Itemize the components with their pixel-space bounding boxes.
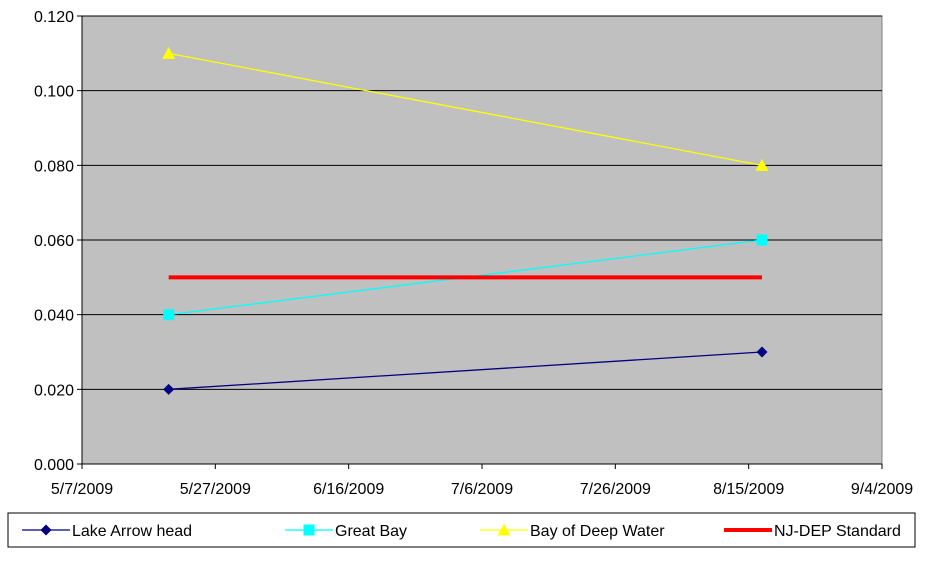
square-marker: [303, 524, 315, 536]
series-lake-arrow-head: [163, 346, 768, 395]
series-group: [162, 46, 769, 395]
legend-entry: Lake Arrow head: [22, 523, 192, 540]
square-marker: [756, 234, 768, 246]
series-line: [168, 52, 763, 166]
triangle-marker: [497, 523, 511, 536]
y-tick-label: 0.100: [34, 84, 74, 101]
legend-entry: Great Bay: [285, 523, 407, 540]
triangle-marker: [755, 158, 769, 171]
x-tick-label: 8/15/2009: [713, 481, 784, 498]
y-tick-label: 0.000: [34, 457, 74, 474]
legend-entry: Bay of Deep Water: [480, 523, 665, 540]
legend-label: Great Bay: [335, 523, 407, 540]
triangle-marker: [162, 46, 176, 59]
y-tick-label: 0.080: [34, 158, 74, 175]
x-tick-label: 5/27/2009: [180, 481, 251, 498]
legend: Lake Arrow head Great Bay Bay of Deep Wate…: [7, 512, 916, 548]
x-tick-label: 6/16/2009: [313, 481, 384, 498]
y-tick-label: 0.060: [34, 233, 74, 250]
square-marker: [163, 309, 175, 321]
series-bay-of-deep-water: [162, 46, 769, 171]
diamond-marker: [40, 524, 52, 536]
y-tick-label: 0.040: [34, 308, 74, 325]
diamond-marker: [163, 383, 175, 395]
gridlines: [82, 15, 882, 390]
legend-entry: NJ-DEP Standard: [724, 523, 901, 540]
y-axis-ticks: 0.000 0.020 0.040 0.060 0.080 0.100 0.120: [34, 9, 82, 474]
x-tick-label: 7/26/2009: [580, 481, 651, 498]
y-tick-label: 0.120: [34, 9, 74, 26]
x-tick-label: 5/7/2009: [51, 481, 113, 498]
x-tick-label: 7/6/2009: [451, 481, 513, 498]
x-tick-label: 9/4/2009: [851, 481, 913, 498]
y-tick-label: 0.020: [34, 382, 74, 399]
legend-label: Lake Arrow head: [72, 523, 192, 540]
x-axis-ticks: 5/7/2009 5/27/2009 6/16/2009 7/6/2009 7/26/2…: [51, 464, 913, 498]
legend-label: Bay of Deep Water: [530, 523, 665, 540]
legend-label: NJ-DEP Standard: [774, 523, 901, 540]
series-line: [168, 351, 763, 390]
diamond-marker: [756, 346, 768, 358]
